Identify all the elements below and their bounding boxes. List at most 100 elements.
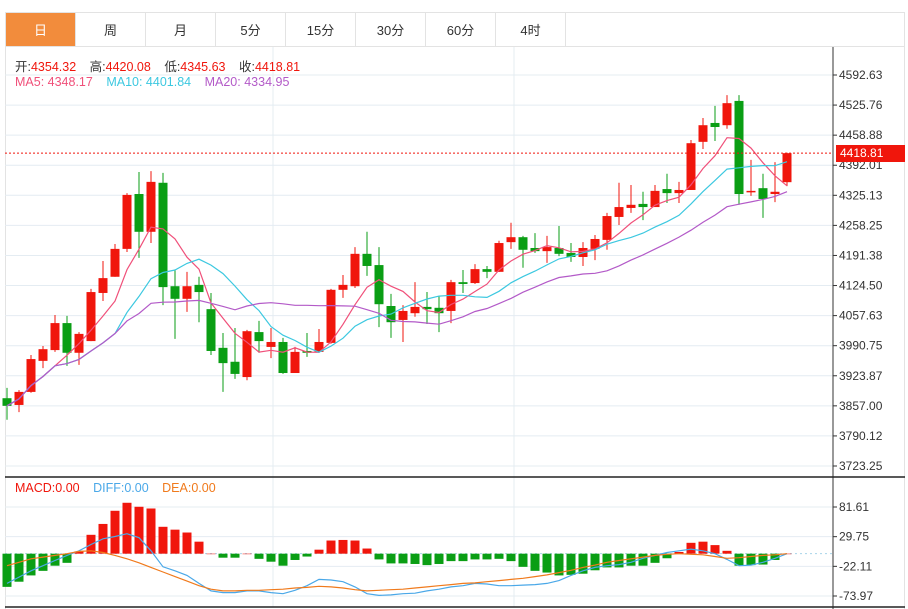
macd-bar — [698, 541, 708, 554]
macd-bar — [422, 553, 432, 566]
macd-bar — [470, 553, 480, 560]
tab-4[interactable]: 15分 — [286, 13, 356, 46]
diff-value: DIFF:0.00 — [93, 481, 149, 495]
candle-down — [62, 323, 72, 353]
candle-up — [98, 278, 108, 293]
ohlc-legend: 开:4354.32 高:4420.08 低:4345.63 收:4418.81 — [15, 56, 310, 75]
high-label: 高: — [89, 60, 106, 74]
macd-bar — [746, 553, 756, 566]
macd-bar — [62, 553, 72, 563]
candle-down — [434, 307, 444, 314]
price-tick-label: 3923.87 — [839, 369, 883, 383]
candle-up — [494, 243, 504, 272]
macd-tick-label: -22.11 — [839, 559, 872, 573]
price-tick-label: 3990.75 — [839, 339, 883, 353]
candle-down — [170, 286, 180, 299]
macd-bar — [386, 553, 396, 564]
price-tick-label: 4258.25 — [839, 218, 883, 232]
candle-up — [590, 238, 600, 249]
macd-bar — [410, 553, 420, 564]
macd-bar — [2, 553, 12, 587]
macd-bar — [350, 540, 360, 554]
price-tick-label: 3857.00 — [839, 399, 883, 413]
macd-bar — [542, 553, 552, 573]
macd-bar — [278, 553, 288, 566]
macd-bar — [434, 553, 444, 564]
tab-7[interactable]: 4时 — [496, 13, 566, 46]
candle-down — [530, 247, 540, 252]
macd-bar — [566, 553, 576, 575]
candle-up — [722, 103, 732, 126]
macd-bar — [770, 553, 780, 560]
macd-bar — [194, 541, 204, 554]
tab-5[interactable]: 30分 — [356, 13, 426, 46]
candle-up — [398, 310, 408, 320]
candle-up — [746, 190, 756, 193]
macd-bar — [638, 553, 648, 566]
open-value: 4354.32 — [30, 60, 77, 74]
macd-bar — [254, 553, 264, 559]
current-price-label: 4418.81 — [836, 145, 905, 162]
macd-bar — [26, 553, 36, 576]
tab-3[interactable]: 5分 — [216, 13, 286, 46]
macd-bar — [758, 553, 768, 565]
macd-bar — [230, 553, 240, 558]
macd-bar — [134, 506, 144, 554]
tab-6[interactable]: 60分 — [426, 13, 496, 46]
candle-down — [278, 341, 288, 374]
candle-up — [650, 190, 660, 208]
candle-up — [614, 207, 624, 217]
macd-bar — [674, 551, 684, 554]
close-label: 收: — [238, 60, 255, 74]
price-tick-label: 4191.38 — [839, 248, 883, 262]
macd-legend: MACD:0.00 DIFF:0.00 DEA:0.00 — [15, 481, 226, 495]
macd-bar — [314, 549, 324, 554]
candle-up — [338, 284, 348, 290]
price-tick-label: 4592.63 — [839, 68, 883, 82]
macd-bar — [626, 553, 636, 566]
period-tabs: 日周月 5分 15分 30分 60分 4时 — [5, 12, 905, 47]
candle-down — [194, 284, 204, 293]
macd-bar — [686, 542, 696, 554]
macd-bar — [362, 548, 372, 554]
candle-up — [446, 282, 456, 311]
candle-up — [242, 331, 252, 378]
candle-up — [542, 247, 552, 252]
candle-up — [86, 292, 96, 342]
candle-up — [782, 153, 792, 183]
macd-bar — [398, 553, 408, 564]
candle-down — [230, 361, 240, 374]
low-value: 4345.63 — [180, 60, 226, 74]
macd-bar — [206, 553, 216, 555]
macd-bar — [110, 510, 120, 554]
macd-bar — [554, 553, 564, 576]
macd-bar — [182, 532, 192, 554]
macd-bar — [170, 529, 180, 554]
candle-up — [314, 341, 324, 352]
macd-bar — [374, 553, 384, 560]
candle-up — [38, 349, 48, 361]
macd-bar — [710, 545, 720, 554]
candle-down — [374, 265, 384, 305]
candle-down — [734, 100, 744, 195]
macd-bar — [482, 553, 492, 560]
candle-down — [254, 332, 264, 342]
macd-bar — [50, 553, 60, 566]
price-tick-label: 3790.12 — [839, 429, 883, 443]
candle-up — [326, 289, 336, 343]
candle-down — [134, 194, 144, 232]
tab-1[interactable]: 周 — [76, 13, 146, 46]
tab-2[interactable]: 月 — [146, 13, 216, 46]
macd-bar — [158, 526, 168, 554]
macd-bar — [38, 553, 48, 571]
dea-value: DEA:0.00 — [162, 481, 216, 495]
macd-bar — [122, 502, 132, 554]
candle-down — [518, 237, 528, 250]
candle-up — [266, 341, 276, 347]
candle-up — [470, 269, 480, 284]
tab-0[interactable]: 日 — [6, 13, 76, 46]
ma5-line — [6, 137, 788, 407]
candle-down — [638, 203, 648, 208]
candle-down — [566, 252, 576, 257]
